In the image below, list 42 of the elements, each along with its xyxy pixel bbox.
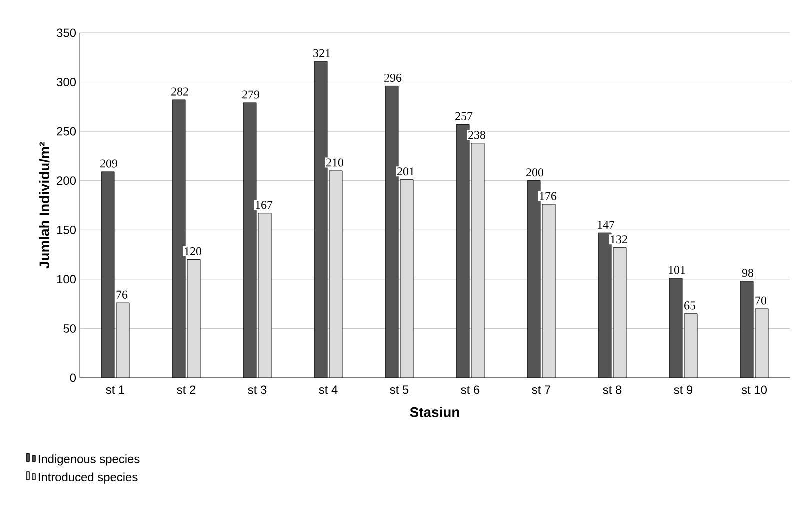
data-label: 209 (100, 160, 118, 168)
y-tick-label: 50 (64, 324, 76, 333)
y-axis-title: Jumlah Individu/m² (39, 142, 50, 269)
x-tick-label: st 4 (319, 386, 338, 394)
data-label: 101 (669, 266, 686, 274)
data-label: 98 (742, 269, 754, 278)
y-tick-label: 250 (57, 127, 76, 136)
data-label: 210 (326, 158, 344, 167)
data-label: 279 (242, 90, 260, 99)
x-tick-label: st 9 (674, 386, 693, 394)
y-tick-label: 350 (56, 28, 76, 38)
x-axis-title: Stasiun (410, 407, 460, 418)
y-tick-label: 200 (57, 176, 76, 186)
data-label: 238 (468, 131, 486, 140)
data-label: 65 (684, 302, 696, 310)
data-label: 132 (611, 236, 628, 244)
data-label: 176 (540, 192, 557, 200)
legend-label: Introduced species (38, 472, 138, 484)
y-tick-label: 150 (57, 226, 76, 234)
data-label: 70 (756, 296, 767, 305)
x-tick-label: st 3 (248, 386, 267, 394)
data-label: 201 (398, 168, 414, 176)
x-tick-label: st 2 (177, 386, 196, 394)
x-tick-label: st 5 (390, 386, 409, 394)
x-tick-label: st 8 (603, 386, 622, 394)
data-label: 321 (314, 49, 330, 58)
data-label: 257 (456, 112, 473, 120)
data-label: 282 (172, 88, 188, 96)
data-label: 296 (384, 74, 402, 82)
x-tick-label: st 6 (461, 386, 480, 394)
data-label: 147 (598, 220, 615, 229)
data-label: 200 (526, 168, 544, 177)
y-tick-label: 0 (70, 374, 76, 382)
data-label: 76 (116, 290, 128, 299)
y-tick-label: 300 (56, 78, 76, 86)
x-tick-label: st 7 (532, 386, 551, 394)
data-label: 120 (185, 247, 202, 256)
data-label: 167 (256, 201, 273, 210)
x-tick-label: st 1 (106, 386, 125, 394)
y-tick-label: 100 (57, 275, 76, 284)
legend-label: Indigenous species (38, 454, 140, 466)
x-tick-label: st 10 (742, 386, 767, 394)
